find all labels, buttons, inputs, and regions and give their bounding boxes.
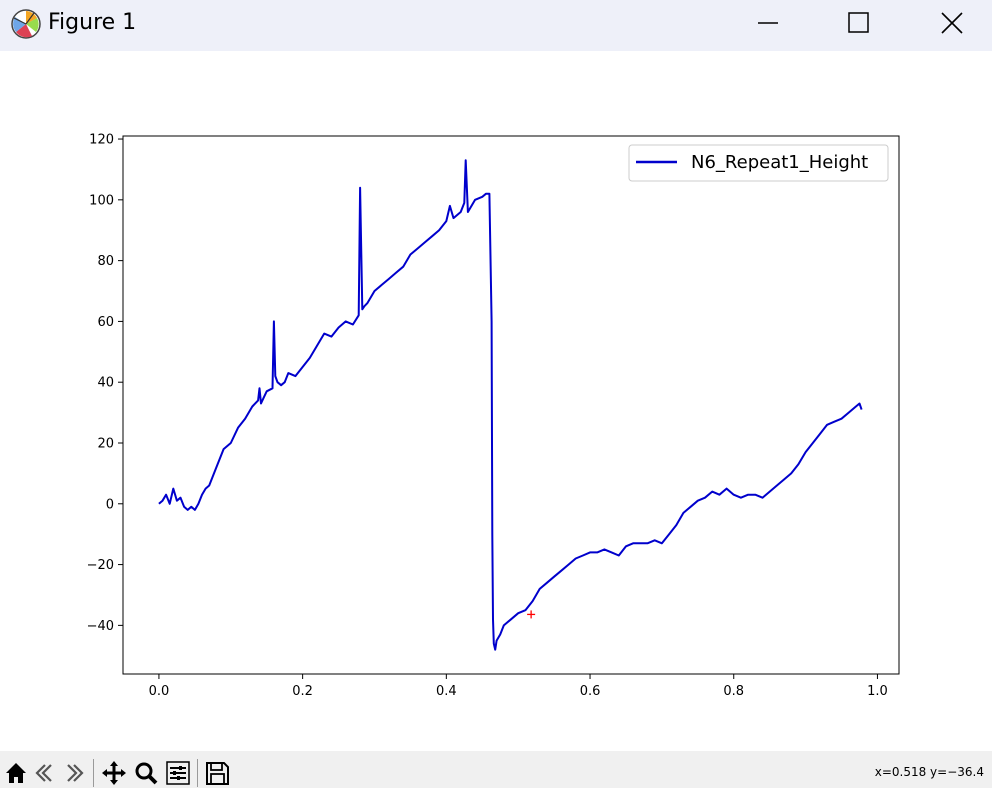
cursor-coordinates: x=0.518 y=−36.4 <box>874 765 984 779</box>
y-tick-label: 40 <box>97 376 114 391</box>
maximize-button[interactable] <box>836 0 882 46</box>
minimize-icon <box>758 22 778 24</box>
y-tick-label: 100 <box>89 193 114 208</box>
pan-button[interactable] <box>100 759 128 787</box>
forward-button[interactable] <box>60 759 88 787</box>
x-tick-label: 1.0 <box>867 684 888 699</box>
y-tick-label: 80 <box>97 254 114 269</box>
y-tick-label: −20 <box>87 558 114 573</box>
y-tick-label: 60 <box>97 315 114 330</box>
back-icon <box>35 764 52 782</box>
line-chart: 0.0 0.2 0.4 0.6 0.8 1.0−40−20020406080100120 … <box>87 133 900 699</box>
save-button[interactable] <box>203 759 231 787</box>
toolbar-separator <box>93 759 94 787</box>
back-button[interactable] <box>31 759 59 787</box>
matplotlib-logo-icon <box>11 9 41 39</box>
home-button[interactable] <box>2 759 30 787</box>
figure-canvas[interactable]: 0.0 0.2 0.4 0.6 0.8 1.0 −40 −20 0 20 40 60 80 100 120 … <box>0 51 992 751</box>
save-icon <box>206 762 229 785</box>
home-icon <box>6 763 26 783</box>
close-icon <box>941 12 963 34</box>
legend-box <box>628 144 889 182</box>
forward-icon <box>67 764 84 782</box>
legend-label: N6_Repeat1_Height <box>691 152 868 173</box>
series-line-n6-repeat1-height <box>158 159 863 651</box>
cursor-marker <box>527 610 536 619</box>
x-tick-label: 0.4 <box>436 684 457 699</box>
y-tick-label: 20 <box>97 436 114 451</box>
y-tick-label: 0 <box>106 497 114 512</box>
toolbar-separator <box>197 759 198 787</box>
window-title: Figure 1 <box>48 10 137 35</box>
minimize-button[interactable] <box>745 0 791 46</box>
configure-subplots-icon <box>166 761 190 785</box>
x-tick-label: 0.0 <box>149 684 170 699</box>
y-tick-label: −40 <box>87 619 114 634</box>
pan-icon <box>102 761 126 785</box>
legend: N6_Repeat1_Height <box>628 144 889 182</box>
x-tick-label: 0.6 <box>580 684 601 699</box>
zoom-icon <box>135 762 158 785</box>
configure-subplots-button[interactable] <box>164 759 192 787</box>
zoom-button[interactable] <box>132 759 160 787</box>
y-tick-label: 120 <box>89 133 114 148</box>
close-button[interactable] <box>929 0 975 46</box>
window-titlebar: Figure 1 <box>0 0 992 51</box>
axes-frame <box>122 135 900 675</box>
maximize-icon <box>848 12 869 33</box>
x-tick-label: 0.2 <box>292 684 313 699</box>
x-tick-label: 0.8 <box>723 684 744 699</box>
navigation-toolbar: x=0.518 y=−36.4 <box>0 751 992 788</box>
